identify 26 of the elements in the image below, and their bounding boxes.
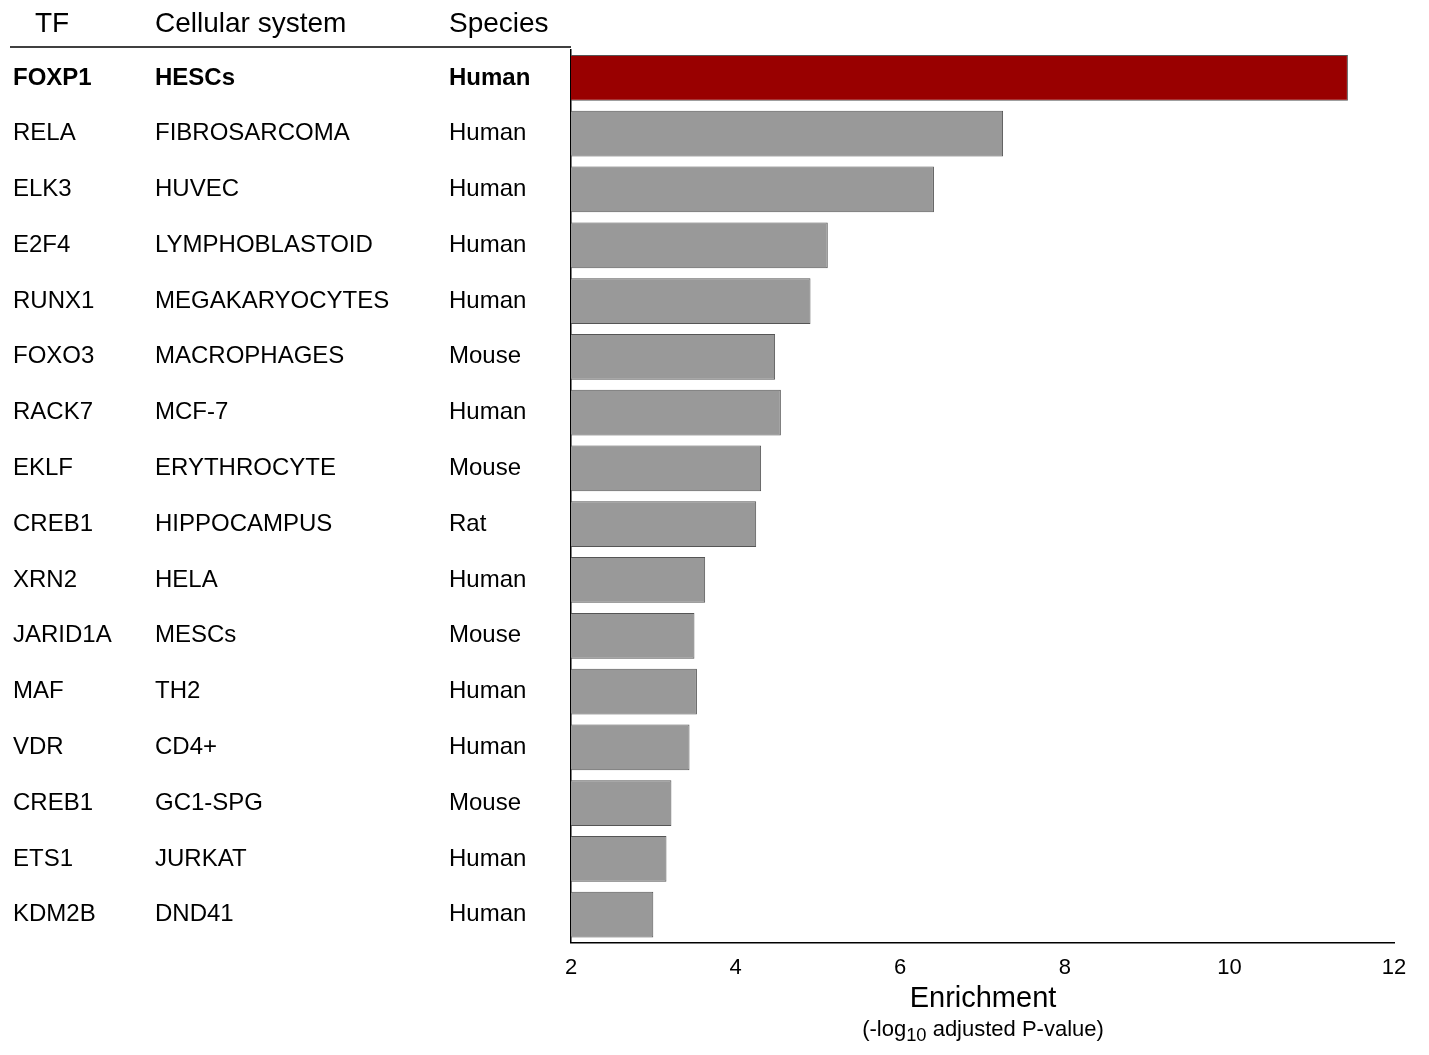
category-label: RUNX1 MEGAKARYOCYTES Human: [13, 285, 527, 313]
x-tick-label: 10: [1217, 953, 1242, 979]
category-label: KDM2B DND41 Human: [13, 899, 527, 927]
category-label: VDR CD4+ Human: [13, 731, 527, 759]
category-label: FOXP1 HESCs Human: [13, 62, 531, 90]
category-label: ELK3 HUVEC Human: [13, 174, 527, 202]
x-tick-label: 2: [564, 953, 578, 979]
category-label: JARID1A MESCs Mouse: [13, 620, 522, 648]
category-label: XRN2 HELA Human: [13, 564, 527, 592]
category-label: RACK7 MCF-7 Human: [13, 397, 527, 425]
category-label: CREB1 HIPPOCAMPUS Rat: [13, 508, 487, 536]
category-label: ETS1 JURKAT Human: [13, 843, 527, 871]
x-tick-label: 6: [894, 953, 907, 979]
category-label: E2F4 LYMPHOBLASTOID Human: [13, 229, 527, 257]
x-tick-label: 4: [729, 953, 742, 979]
x-axis-title: Enrichment (-log$_{10}$ adjusted P-value): [861, 980, 1105, 1048]
category-label: EKLF ERYTHROCYTE Mouse: [13, 453, 522, 481]
x-tick-label: 12: [1381, 953, 1407, 979]
text: Species: [449, 6, 549, 38]
text: Cellular system: [155, 6, 347, 38]
category-label: RELA FIBROSARCOMA Human: [13, 118, 527, 146]
category-label: FOXO3 MACROPHAGES Mouse: [13, 341, 522, 369]
text: TF: [35, 6, 70, 38]
x-tick-label: 8: [1058, 953, 1071, 979]
category-label: MAF TH2 Human: [13, 676, 527, 704]
category-label: CREB1 GC1-SPG Mouse: [13, 787, 522, 815]
